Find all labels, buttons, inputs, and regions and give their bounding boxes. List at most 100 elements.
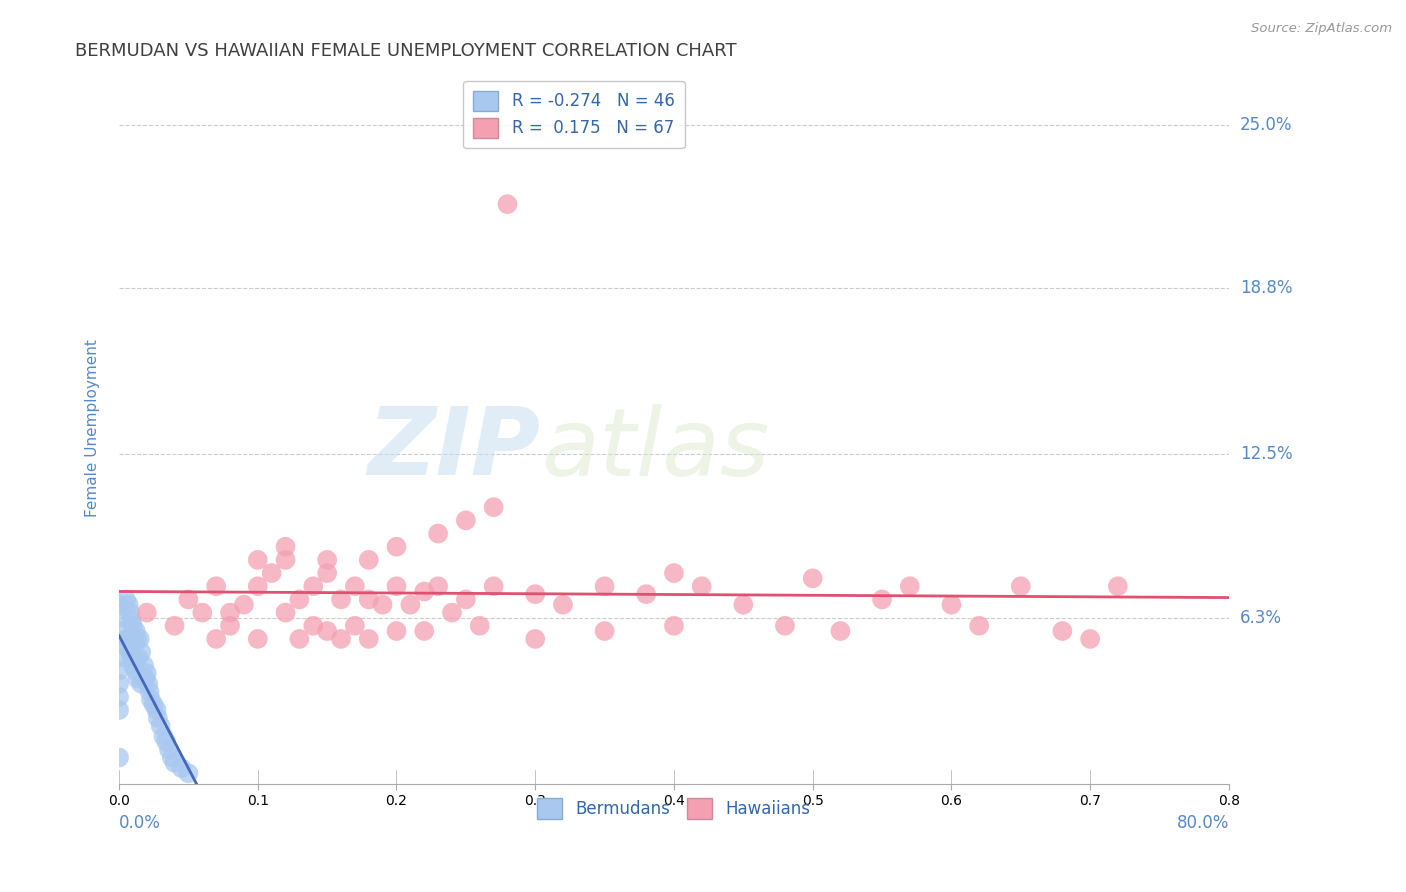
- Text: 6.3%: 6.3%: [1240, 609, 1282, 627]
- Point: [142, 698, 165, 712]
- Point: [316, 553, 339, 567]
- Point: [385, 540, 408, 554]
- Point: [145, 703, 167, 717]
- Point: [801, 571, 824, 585]
- Text: 25.0%: 25.0%: [1240, 116, 1292, 134]
- Point: [274, 540, 297, 554]
- Point: [636, 587, 658, 601]
- Point: [135, 666, 157, 681]
- Point: [149, 719, 172, 733]
- Point: [108, 598, 131, 612]
- Point: [108, 664, 131, 678]
- Point: [120, 606, 142, 620]
- Point: [108, 677, 131, 691]
- Point: [399, 598, 422, 612]
- Point: [125, 672, 148, 686]
- Point: [385, 579, 408, 593]
- Point: [773, 619, 796, 633]
- Point: [177, 592, 200, 607]
- Point: [246, 579, 269, 593]
- Point: [302, 619, 325, 633]
- Legend: Bermudans, Hawaiians: Bermudans, Hawaiians: [530, 791, 817, 825]
- Point: [1010, 579, 1032, 593]
- Point: [496, 197, 519, 211]
- Point: [427, 526, 450, 541]
- Point: [138, 684, 160, 698]
- Point: [135, 606, 157, 620]
- Point: [343, 579, 366, 593]
- Text: BERMUDAN VS HAWAIIAN FEMALE UNEMPLOYMENT CORRELATION CHART: BERMUDAN VS HAWAIIAN FEMALE UNEMPLOYMENT…: [75, 42, 737, 60]
- Point: [127, 650, 149, 665]
- Point: [125, 624, 148, 638]
- Point: [134, 672, 156, 686]
- Point: [108, 624, 131, 638]
- Point: [482, 500, 505, 515]
- Point: [129, 645, 152, 659]
- Point: [115, 632, 138, 646]
- Point: [330, 632, 353, 646]
- Point: [160, 750, 183, 764]
- Point: [246, 632, 269, 646]
- Point: [155, 734, 177, 748]
- Point: [551, 598, 574, 612]
- Point: [302, 579, 325, 593]
- Point: [177, 766, 200, 780]
- Point: [205, 632, 228, 646]
- Point: [125, 664, 148, 678]
- Point: [121, 614, 143, 628]
- Text: atlas: atlas: [541, 404, 769, 495]
- Point: [343, 619, 366, 633]
- Point: [357, 632, 380, 646]
- Point: [163, 756, 186, 770]
- Point: [427, 579, 450, 593]
- Point: [108, 703, 131, 717]
- Point: [941, 598, 963, 612]
- Point: [139, 692, 162, 706]
- Point: [330, 592, 353, 607]
- Point: [524, 587, 547, 601]
- Point: [136, 677, 159, 691]
- Point: [219, 606, 242, 620]
- Text: 80.0%: 80.0%: [1177, 814, 1229, 832]
- Point: [1107, 579, 1129, 593]
- Y-axis label: Female Unemployment: Female Unemployment: [86, 339, 100, 517]
- Point: [191, 606, 214, 620]
- Point: [967, 619, 990, 633]
- Point: [830, 624, 852, 638]
- Point: [128, 632, 150, 646]
- Point: [898, 579, 921, 593]
- Point: [274, 606, 297, 620]
- Point: [662, 566, 685, 580]
- Point: [146, 711, 169, 725]
- Point: [118, 632, 141, 646]
- Point: [246, 553, 269, 567]
- Point: [108, 611, 131, 625]
- Point: [260, 566, 283, 580]
- Point: [288, 632, 311, 646]
- Point: [357, 592, 380, 607]
- Point: [115, 592, 138, 607]
- Point: [122, 658, 145, 673]
- Point: [152, 730, 174, 744]
- Point: [1078, 632, 1101, 646]
- Text: 18.8%: 18.8%: [1240, 279, 1292, 298]
- Point: [316, 566, 339, 580]
- Point: [454, 513, 477, 527]
- Point: [121, 650, 143, 665]
- Point: [232, 598, 254, 612]
- Point: [482, 579, 505, 593]
- Point: [690, 579, 713, 593]
- Point: [163, 619, 186, 633]
- Point: [125, 632, 148, 646]
- Point: [157, 742, 180, 756]
- Point: [219, 619, 242, 633]
- Point: [170, 761, 193, 775]
- Point: [413, 584, 436, 599]
- Point: [108, 750, 131, 764]
- Point: [413, 624, 436, 638]
- Point: [108, 690, 131, 704]
- Point: [1052, 624, 1074, 638]
- Point: [132, 658, 155, 673]
- Point: [593, 579, 616, 593]
- Text: 0.0%: 0.0%: [120, 814, 160, 832]
